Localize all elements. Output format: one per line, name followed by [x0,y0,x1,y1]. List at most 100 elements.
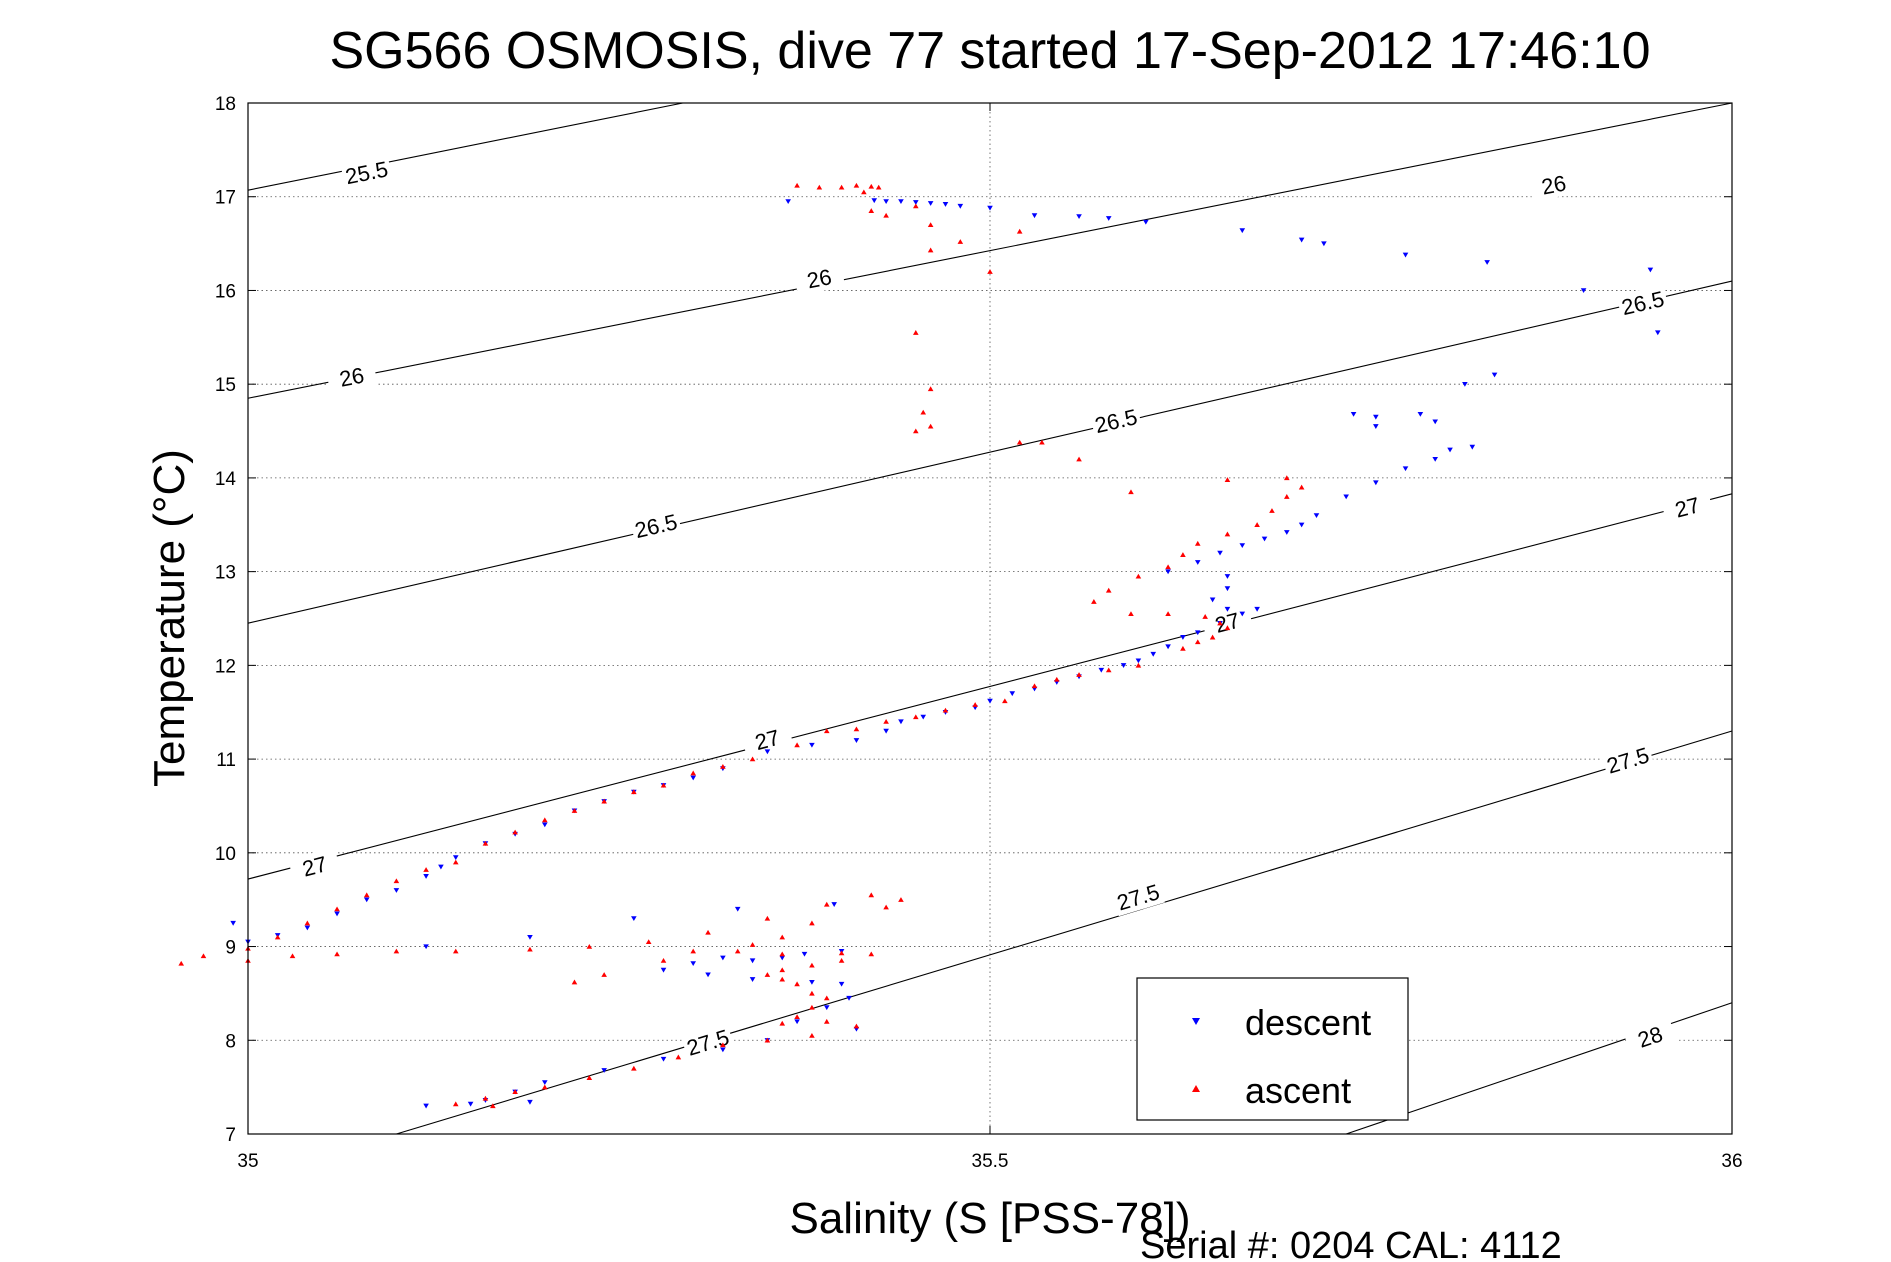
descent-point [838,981,845,987]
ascent-point [838,958,845,963]
descent-point [749,958,756,964]
ascent-point [823,1018,830,1024]
ascent-point [883,212,889,218]
descent-point [1254,606,1260,612]
ascent-point [645,939,652,945]
ascent-point [660,958,667,963]
ascent-point [987,269,993,274]
ascent-point [823,901,830,907]
ascent-point [334,906,340,912]
contour-label: 26.5 [1616,284,1670,321]
y-tick-label: 17 [215,188,236,209]
descent-point [631,916,637,922]
ascent-point [794,1014,800,1020]
ascent-point [823,728,830,734]
descent-point [794,1019,800,1025]
ascent-point [1298,484,1305,490]
descent-point [920,714,927,720]
ascent-point [631,1065,637,1071]
contour-label-text: 27 [1672,492,1702,522]
ascent-point [452,948,459,954]
descent-point [1402,252,1409,258]
descent-point [1239,611,1246,617]
ascent-point [586,1075,593,1080]
descent-point [1105,216,1112,221]
ascent-point [1076,672,1082,677]
contour-line-26-5 [247,280,1733,624]
descent-point [1150,651,1157,657]
descent-point [1447,447,1453,453]
descent-point [779,955,786,961]
x-tick-label: 35.5 [972,1151,1009,1172]
contour-label-text: 27.5 [1114,879,1162,915]
ascent-point [809,990,815,996]
contour-label: 26 [325,359,378,395]
contour-label: 26 [793,260,846,296]
ascent-point [720,763,726,769]
ascent-point [853,182,860,188]
ascent-point [809,962,815,968]
descent-point [230,920,236,926]
contour-line-27 [247,493,1733,880]
descent-point [957,203,964,209]
ascent-point [972,702,978,707]
descent-point [1432,419,1438,425]
contour-label-text: 26.5 [1092,404,1139,438]
ascent-point [913,203,919,209]
y-tick-label: 15 [215,375,236,396]
contour-label-bg [288,847,342,885]
ascent-point [898,897,904,902]
contour-label-bg [740,720,794,758]
y-tick-label: 8 [225,1031,236,1052]
ascent-point [809,1032,815,1038]
ascent-point [927,247,934,253]
descent-point [1209,597,1216,603]
descent-point [467,1101,474,1107]
descent-point [690,961,696,967]
ascent-point [1053,676,1060,682]
ascent-point [601,798,607,804]
ascent-point [861,189,867,195]
ascent-point [631,789,637,795]
ascent-point [660,782,667,788]
ascent-point [1076,456,1082,462]
ascent-point [542,817,548,823]
ascent-point [816,184,823,190]
descent-point [1580,288,1587,294]
ascent-point [1105,667,1112,673]
ascent-point [1194,639,1201,645]
descent-point [871,198,878,204]
chart-title: SG566 OSMOSIS, dive 77 started 17-Sep-20… [329,22,1650,80]
ascent-point [927,386,934,392]
density-contours: 25.526262626.526.526.52727272727.527.527… [247,102,1733,1135]
ascent-point [482,1095,489,1101]
contour-label-bg [793,260,846,296]
contour-label-bg [1616,284,1670,321]
descent-point [438,864,444,870]
contour-label-text: 27 [1212,608,1242,638]
descent-point [1217,550,1223,556]
ascent-point [749,756,756,762]
descent-point [1469,444,1476,450]
ascent-point [423,867,429,872]
ascent-point [1224,477,1231,482]
descent-point [853,738,860,743]
ascent-point [913,428,919,434]
contour-label-bg [1601,740,1655,780]
y-tick-label: 16 [215,281,236,302]
ascent-point [393,948,400,954]
contour-label-text: 26.5 [1619,286,1666,320]
descent-point [1135,658,1142,664]
ascent-point [868,208,875,213]
ascent-point [853,726,860,732]
descent-point [1194,630,1201,636]
ascent-point [1165,564,1171,570]
contour-label-bg [340,154,393,190]
contour-label: 28 [1623,1016,1677,1057]
ascent-point [334,951,340,957]
ascent-point [794,742,800,748]
ascent-point [393,878,400,884]
descent-point [1009,691,1016,697]
ascent-point [764,972,771,977]
ascent-point [1284,475,1290,481]
